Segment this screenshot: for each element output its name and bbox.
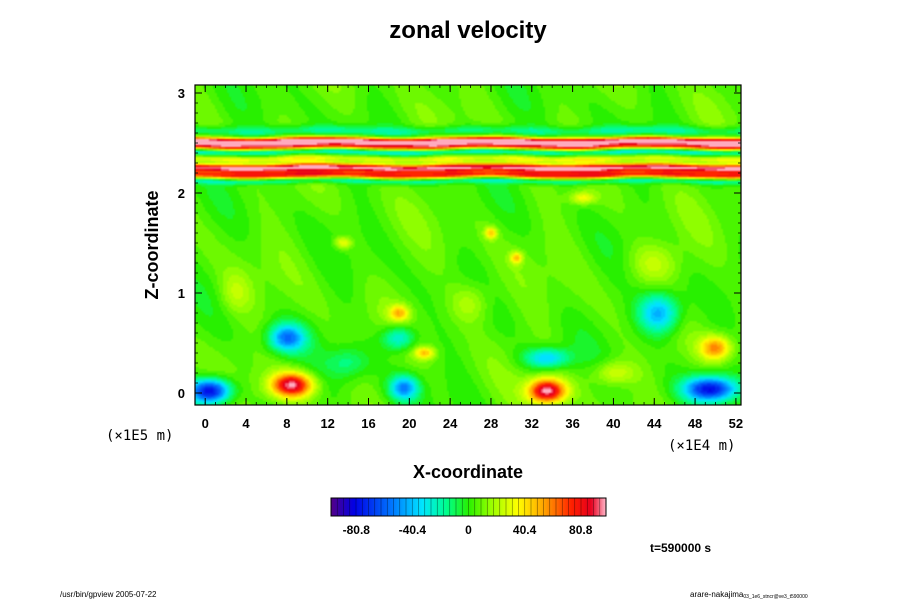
- x-tick-label: 8: [283, 416, 290, 431]
- x-tick-label: 16: [361, 416, 375, 431]
- colorbar-tick-label: 0: [465, 523, 472, 537]
- footer-left: /usr/bin/gpview 2005-07-22: [60, 590, 157, 599]
- x-tick-label: 32: [525, 416, 539, 431]
- x-axis-label: X-coordinate: [413, 462, 523, 482]
- x-tick-labels: 0 4 8 12 16 20 24 28 32 36 40 44 48 52: [202, 416, 744, 431]
- y-unit-label: (×1E5 m): [106, 428, 173, 444]
- chart-title: zonal velocity: [389, 17, 547, 44]
- footer-right-sub: 03_1e6_stncr@ve3_t590000: [743, 594, 808, 600]
- colorbar-tick-label: 80.8: [569, 523, 593, 537]
- colorbar-tick-label: -40.4: [399, 523, 427, 537]
- y-tick-marks: [195, 92, 741, 394]
- y-tick-label: 2: [178, 186, 185, 201]
- colorbar-tick-label: 40.4: [513, 523, 537, 537]
- colorbar-ticks: -80.8 -40.4 0 40.4 80.8: [330, 498, 607, 537]
- heatmap-field: [195, 85, 741, 405]
- x-tick-label: 36: [565, 416, 579, 431]
- x-tick-label: 52: [729, 416, 743, 431]
- y-tick-label: 0: [178, 386, 185, 401]
- x-tick-label: 48: [688, 416, 702, 431]
- x-unit-label: (×1E4 m): [668, 438, 735, 454]
- x-tick-label: 44: [647, 416, 662, 431]
- y-axis-label: Z-coordinate: [142, 190, 162, 299]
- footer-right: arare-nakajima03_1e6_stncr@ve3_t590000: [690, 590, 808, 600]
- x-tick-label: 0: [202, 416, 209, 431]
- x-tick-marks: [194, 85, 737, 405]
- x-tick-label: 12: [320, 416, 334, 431]
- plot-frame: [194, 84, 742, 406]
- y-tick-labels: 0 1 2 3: [178, 86, 185, 401]
- x-tick-label: 28: [484, 416, 498, 431]
- y-tick-label: 3: [178, 86, 185, 101]
- time-label: t=590000 s: [650, 541, 711, 555]
- y-tick-label: 1: [178, 286, 185, 301]
- x-tick-label: 24: [443, 416, 458, 431]
- x-tick-label: 20: [402, 416, 416, 431]
- colorbar-tick-label: -80.8: [343, 523, 371, 537]
- x-tick-label: 40: [606, 416, 620, 431]
- footer-right-main: arare-nakajima: [690, 590, 744, 599]
- x-tick-label: 4: [242, 416, 250, 431]
